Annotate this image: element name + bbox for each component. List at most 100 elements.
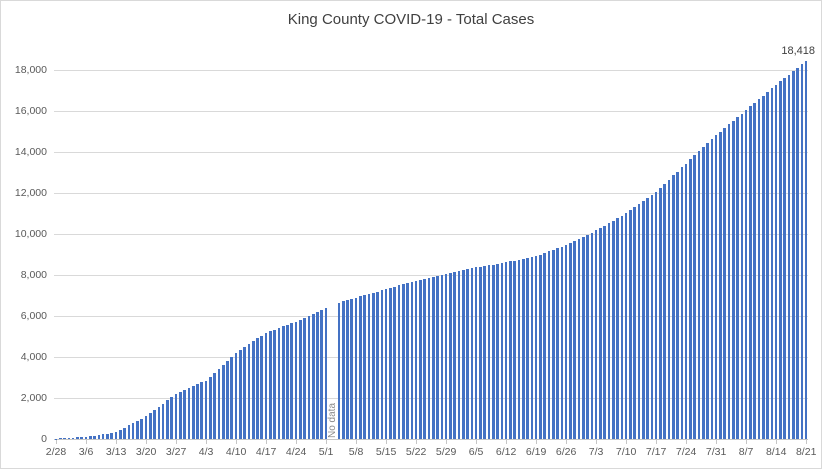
bar [701,147,705,439]
x-axis-tick [716,440,718,444]
bar [719,131,722,439]
bar [659,187,662,439]
bar [406,283,409,439]
bar [487,265,491,439]
x-axis-tick [56,440,57,444]
bar [791,71,795,439]
bar [89,436,92,439]
bar [251,341,255,439]
bar [136,420,139,439]
bar [294,321,298,439]
bar [766,91,769,439]
bar [466,269,469,439]
x-axis-label: 3/6 [78,446,94,458]
bar [144,416,148,439]
bar [217,368,221,439]
x-axis-tick [476,440,478,444]
x-axis-tick [776,440,778,444]
bar [757,99,761,439]
bar [753,102,757,439]
x-axis-tick [236,440,238,444]
bar [440,275,444,439]
y-axis-label: 18,000 [14,63,47,76]
bar [436,275,439,439]
bar [110,432,114,439]
bar [114,432,118,439]
x-axis-tick [266,440,268,444]
bar [521,258,525,439]
y-axis-label: 16,000 [14,104,47,117]
x-axis-label: 4/24 [285,446,307,458]
bar [603,225,606,439]
x-axis-label: 3/27 [165,446,187,458]
bar [101,434,105,439]
bar [324,307,328,439]
bar [431,276,435,439]
x-axis-tick [536,440,538,444]
bar [371,292,375,439]
bar [350,298,354,439]
bar [564,245,568,439]
x-axis-label: 7/3 [588,446,604,458]
bar [307,315,311,439]
bar [123,427,126,439]
bar [624,213,628,439]
bar [131,423,135,439]
bar [470,268,474,439]
bar [800,64,804,439]
bar [504,262,508,439]
bar [200,382,204,439]
x-axis-tick [686,440,688,444]
bar [179,392,182,439]
bar [517,259,521,439]
bar [444,274,448,439]
bar [204,380,208,439]
bar [551,249,555,439]
bar [483,266,486,439]
bar [230,356,234,439]
bar [299,319,302,439]
bar [744,110,748,439]
bar [526,257,529,439]
x-axis-tick [626,440,628,444]
bar [496,263,499,439]
bar [419,279,422,439]
bar [401,284,405,439]
bar [453,272,456,439]
bar [577,238,581,439]
bar [641,200,645,439]
bar [684,163,688,439]
x-axis-tick [326,440,328,444]
x-axis-label: 6/12 [495,446,517,458]
bar [359,296,362,439]
bar [779,81,782,439]
x-axis-label: 7/24 [675,446,697,458]
x-axis-label: 4/3 [198,446,214,458]
bar [637,204,641,439]
bar [449,272,452,439]
bar [547,251,551,439]
y-gridline [53,315,809,317]
bar [633,207,636,439]
bar [239,349,242,439]
bar [676,171,679,439]
bar [611,220,615,439]
x-axis-label: 8/21 [795,446,817,458]
bar [479,266,482,439]
y-axis-label: 0 [41,433,47,445]
x-axis-label: 3/13 [105,446,127,458]
x-axis-tick [596,440,598,444]
bar [414,280,418,439]
y-gridline [53,69,809,71]
x-axis-label: 6/19 [525,446,547,458]
bar [127,425,131,439]
bar [84,436,88,439]
bar [646,197,649,439]
x-axis-label: 5/15 [375,446,397,458]
bar [161,403,165,439]
x-axis-tick [506,440,508,444]
y-gridline [53,398,809,399]
bar [410,282,414,439]
bar [671,175,675,439]
